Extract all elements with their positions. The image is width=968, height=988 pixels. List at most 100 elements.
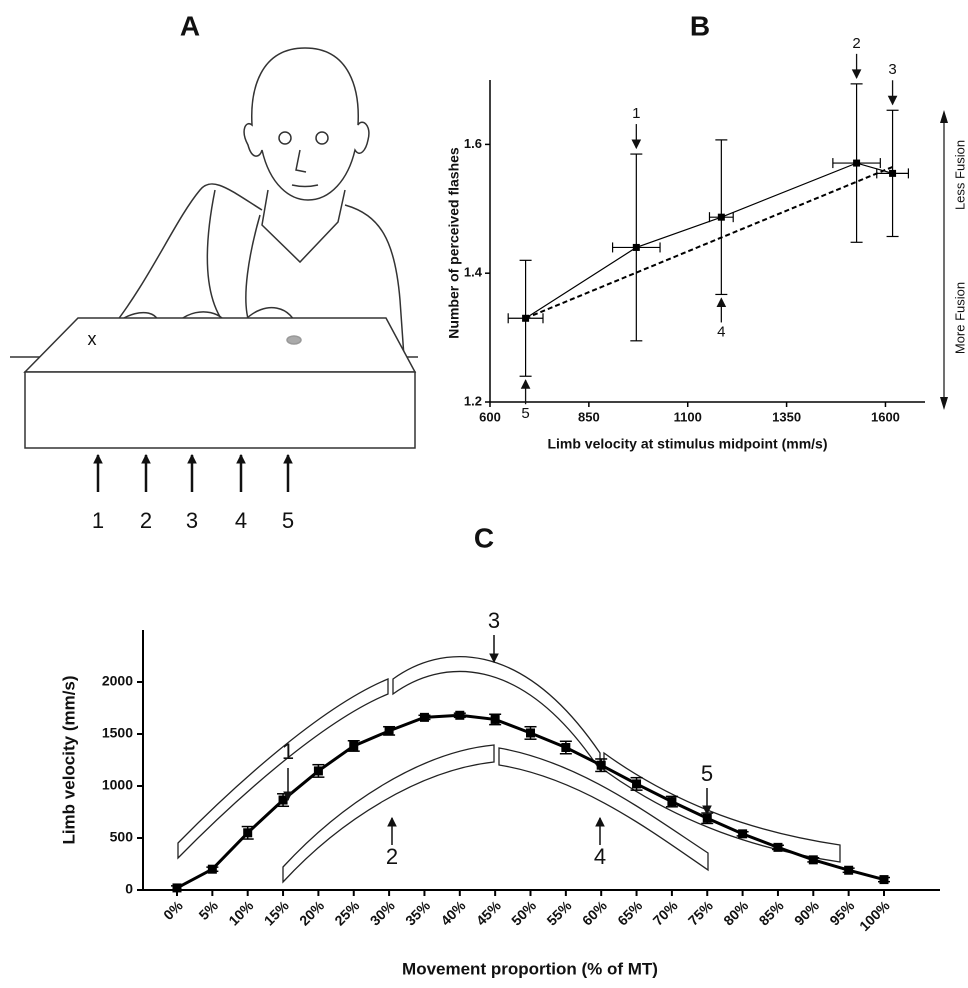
arrow-head [716, 297, 727, 307]
box-front [24, 371, 416, 449]
target [286, 335, 302, 345]
y-tick-label: 1.4 [464, 265, 483, 280]
mouth [291, 184, 319, 188]
arrow-head [940, 397, 948, 410]
eye [278, 131, 292, 145]
y-axis-label: Number of perceived flashes [446, 147, 462, 339]
point [717, 213, 725, 221]
x-tick-label: 55% [543, 897, 575, 929]
x-tick-label: 10% [225, 897, 257, 929]
point-label: 1 [632, 105, 640, 122]
x-tick-label: 40% [437, 897, 469, 929]
arrow-head [283, 453, 293, 464]
band [282, 744, 495, 884]
annotation: 5 [701, 761, 713, 786]
y-tick-label: 1.2 [464, 393, 482, 408]
arrow-label: 4 [235, 508, 247, 533]
box-top [23, 317, 417, 373]
point [738, 829, 748, 839]
point [349, 741, 359, 751]
y-tick-label: 2000 [102, 673, 133, 689]
x-tick-label: 70% [650, 897, 682, 929]
point [384, 726, 394, 736]
point-label: 3 [888, 61, 896, 78]
point-label: 5 [521, 405, 529, 422]
band [177, 678, 389, 860]
point [667, 797, 677, 807]
x-tick-label: 50% [508, 897, 540, 929]
arm [206, 189, 261, 331]
point [207, 864, 217, 874]
x-axis-label: Movement proportion (% of MT) [402, 959, 658, 978]
point [773, 842, 783, 852]
point [172, 883, 182, 893]
x-tick-label: 850 [578, 409, 600, 424]
arrow-head [187, 453, 197, 464]
point [853, 159, 861, 167]
x-tick-label: 30% [367, 897, 399, 929]
annotation: 4 [594, 844, 606, 869]
x-tick-label: 1600 [871, 409, 900, 424]
x-tick-label: 20% [296, 897, 328, 929]
bands [177, 656, 841, 884]
x-tick-label: 1100 [674, 409, 702, 424]
arrow-label: 5 [282, 508, 294, 533]
point [632, 243, 640, 251]
illustration [10, 47, 418, 449]
annotation: 2 [386, 844, 398, 869]
band [498, 747, 709, 872]
torso [344, 204, 405, 358]
point [526, 728, 535, 738]
eye [315, 131, 329, 145]
point [490, 714, 500, 724]
arrow-head [489, 653, 499, 664]
y-tick-label: 500 [110, 829, 134, 845]
annotation: 1 [282, 739, 294, 764]
point [522, 314, 530, 322]
point [879, 875, 889, 885]
panel-label: B [690, 10, 710, 41]
x-tick-label: 80% [720, 897, 752, 929]
band [392, 656, 601, 773]
arrow-head [141, 453, 151, 464]
x-tick-label: 15% [261, 897, 293, 929]
point [243, 828, 253, 838]
point [808, 855, 818, 865]
point [632, 779, 642, 789]
side-label: Less Fusion [952, 140, 967, 210]
head [243, 47, 370, 201]
point [844, 865, 854, 875]
point [561, 743, 571, 753]
arrow-head [631, 139, 642, 150]
arrow-head [93, 453, 103, 464]
point [889, 169, 897, 177]
panel-label: C [474, 522, 494, 553]
arrow-label: 2 [140, 508, 152, 533]
arrow-head [387, 816, 397, 827]
point [313, 766, 323, 776]
chart-c-data: 1 2 3 4 5 [171, 608, 890, 893]
arrow-head [702, 805, 712, 816]
x-tick-label: 65% [614, 897, 646, 929]
y-tick-label: 1500 [102, 725, 133, 741]
x-tick-label: 85% [756, 897, 788, 929]
x-tick-label: 25% [331, 897, 363, 929]
x-tick-label: 5% [195, 897, 221, 923]
collar [261, 189, 346, 264]
band [603, 751, 841, 863]
x-tick-label: 90% [791, 897, 823, 929]
x-tick-label: 35% [402, 897, 434, 929]
arrow-head [520, 379, 531, 389]
panel-label: A [180, 10, 200, 41]
point [702, 813, 712, 823]
nose [295, 149, 307, 173]
arrow-head [887, 95, 898, 106]
point [455, 710, 465, 720]
arrow-head [236, 453, 246, 464]
y-tick-label: 1000 [102, 777, 133, 793]
x-tick-label: 45% [473, 897, 505, 929]
arrow-head [851, 69, 862, 79]
x-tick-label: 95% [826, 897, 858, 929]
x-axis-label: Limb velocity at stimulus midpoint (mm/s… [547, 436, 827, 452]
